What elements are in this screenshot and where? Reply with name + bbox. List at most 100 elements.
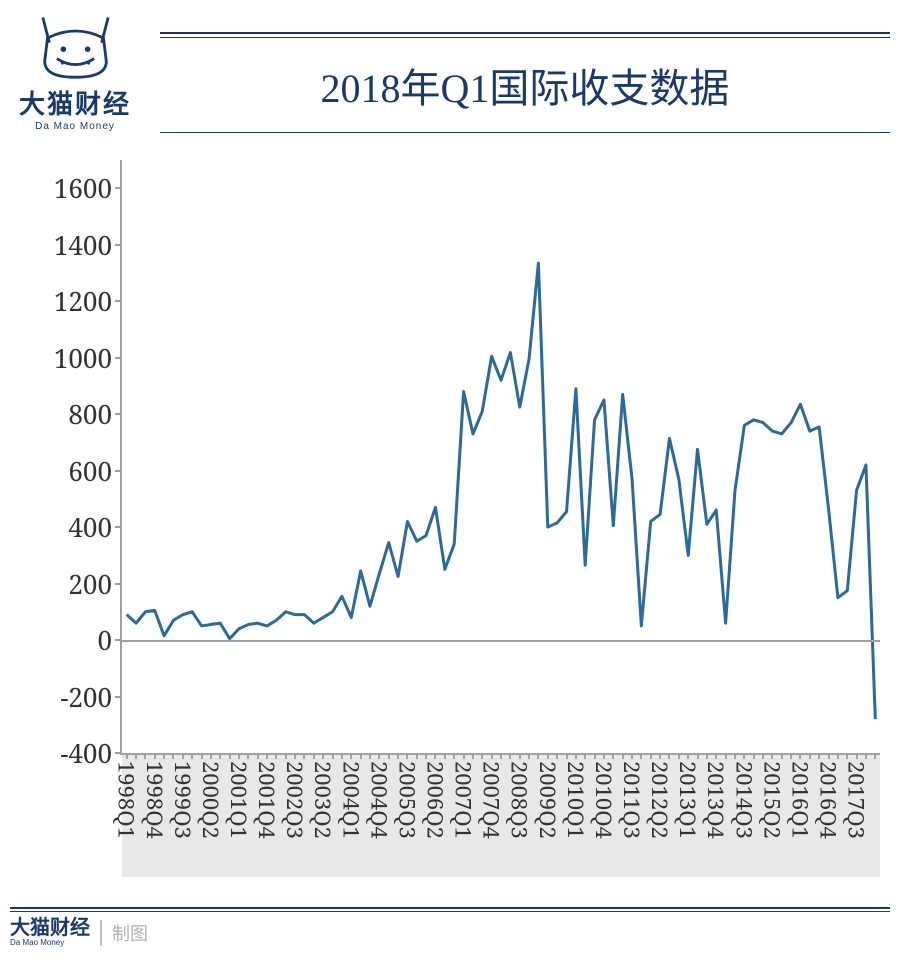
y-tick-mark [115,639,122,641]
x-tick-mark [809,753,811,759]
brand-name-cn: 大猫财经 [10,84,140,121]
x-tick-mark [388,753,390,759]
x-tick-mark [416,753,418,759]
x-tick-mark [668,753,670,759]
zero-axis-line [122,640,880,642]
x-tick-mark [491,753,493,759]
x-tick-mark [715,753,717,759]
header: 大猫财经 Da Mao Money 2018年Q1国际收支数据 [10,10,890,140]
x-tick-label: 2011Q3 [617,761,647,839]
x-tick-mark [294,753,296,759]
x-tick-mark [706,753,708,759]
x-tick-mark [575,753,577,759]
x-tick-label: 2016Q1 [785,761,815,839]
x-tick-label: 1998Q4 [140,761,170,839]
x-tick-mark [865,753,867,759]
x-tick-mark [556,753,558,759]
x-tick-label: 2016Q4 [814,761,844,839]
x-tick-label: 2017Q3 [842,761,872,839]
x-tick-mark [537,753,539,759]
x-tick-mark [210,753,212,759]
x-tick-mark [566,753,568,759]
footer-brand-cn: 大猫财经 [10,918,90,938]
y-tick-label: 600 [68,453,112,489]
x-tick-mark [790,753,792,759]
y-tick-mark [115,526,122,528]
footer-brand-en: Da Mao Money [10,938,90,947]
title-rule-top-thick [160,32,890,34]
y-tick-label: 200 [68,566,112,602]
x-tick-mark [799,753,801,759]
x-tick-mark [406,753,408,759]
x-tick-mark [481,753,483,759]
x-tick-mark [360,753,362,759]
x-tick-label: 2000Q2 [196,761,226,839]
line-chart-svg [122,160,880,753]
x-tick-mark [725,753,727,759]
footer-brand: 大猫财经 Da Mao Money [10,918,90,947]
x-tick-mark [622,753,624,759]
x-tick-mark [182,753,184,759]
x-tick-mark [584,753,586,759]
x-tick-label: 2015Q2 [757,761,787,839]
x-tick-mark [631,753,633,759]
y-tick-mark [115,470,122,472]
x-tick-label: 2007Q4 [477,761,507,839]
x-tick-label: 2001Q4 [252,761,282,839]
x-tick-label: 2010Q1 [561,761,591,839]
x-tick-mark [172,753,174,759]
x-tick-label: 2012Q2 [645,761,675,839]
x-tick-mark [397,753,399,759]
x-tick-mark [322,753,324,759]
x-tick-mark [238,753,240,759]
y-tick-mark [115,244,122,246]
chart-title: 2018年Q1国际收支数据 [160,38,890,132]
x-tick-label: 2001Q1 [224,761,254,839]
x-tick-label: 2004Q4 [364,761,394,839]
x-tick-mark [154,753,156,759]
x-tick-mark [828,753,830,759]
x-tick-label: 1999Q3 [168,761,198,839]
x-tick-mark [509,753,511,759]
x-tick-label: 2003Q2 [308,761,338,839]
y-tick-mark [115,696,122,698]
x-tick-mark [341,753,343,759]
y-tick-mark [115,187,122,189]
x-tick-mark [678,753,680,759]
x-tick-mark [285,753,287,759]
y-tick-mark [115,583,122,585]
x-tick-mark [594,753,596,759]
x-tick-mark [229,753,231,759]
footer-credit-label: 制图 [112,920,148,946]
x-tick-mark [837,753,839,759]
x-tick-mark [874,753,876,759]
x-tick-mark [453,753,455,759]
x-tick-mark [191,753,193,759]
x-tick-mark [846,753,848,759]
x-tick-mark [528,753,530,759]
x-tick-mark [753,753,755,759]
x-tick-mark [266,753,268,759]
x-tick-label: 2006Q2 [420,761,450,839]
x-tick-mark [687,753,689,759]
x-tick-mark [734,753,736,759]
x-tick-mark [378,753,380,759]
x-tick-label: 2002Q3 [280,761,310,839]
brand-logo: 大猫财经 Da Mao Money [10,10,140,140]
x-tick-mark [444,753,446,759]
x-tick-label: 2013Q1 [673,761,703,839]
x-tick-mark [434,753,436,759]
plot-region: -400-20002004006008001000120014001600199… [120,160,880,755]
footer-divider [100,920,102,946]
x-tick-mark [762,753,764,759]
footer: 大猫财经 Da Mao Money 制图 [10,907,890,947]
x-tick-mark [547,753,549,759]
x-tick-mark [659,753,661,759]
y-tick-label: 1000 [54,340,112,376]
x-tick-mark [856,753,858,759]
x-tick-mark [640,753,642,759]
chart-area: -400-20002004006008001000120014001600199… [10,150,885,890]
x-tick-mark [472,753,474,759]
x-tick-mark [650,753,652,759]
x-tick-mark [463,753,465,759]
